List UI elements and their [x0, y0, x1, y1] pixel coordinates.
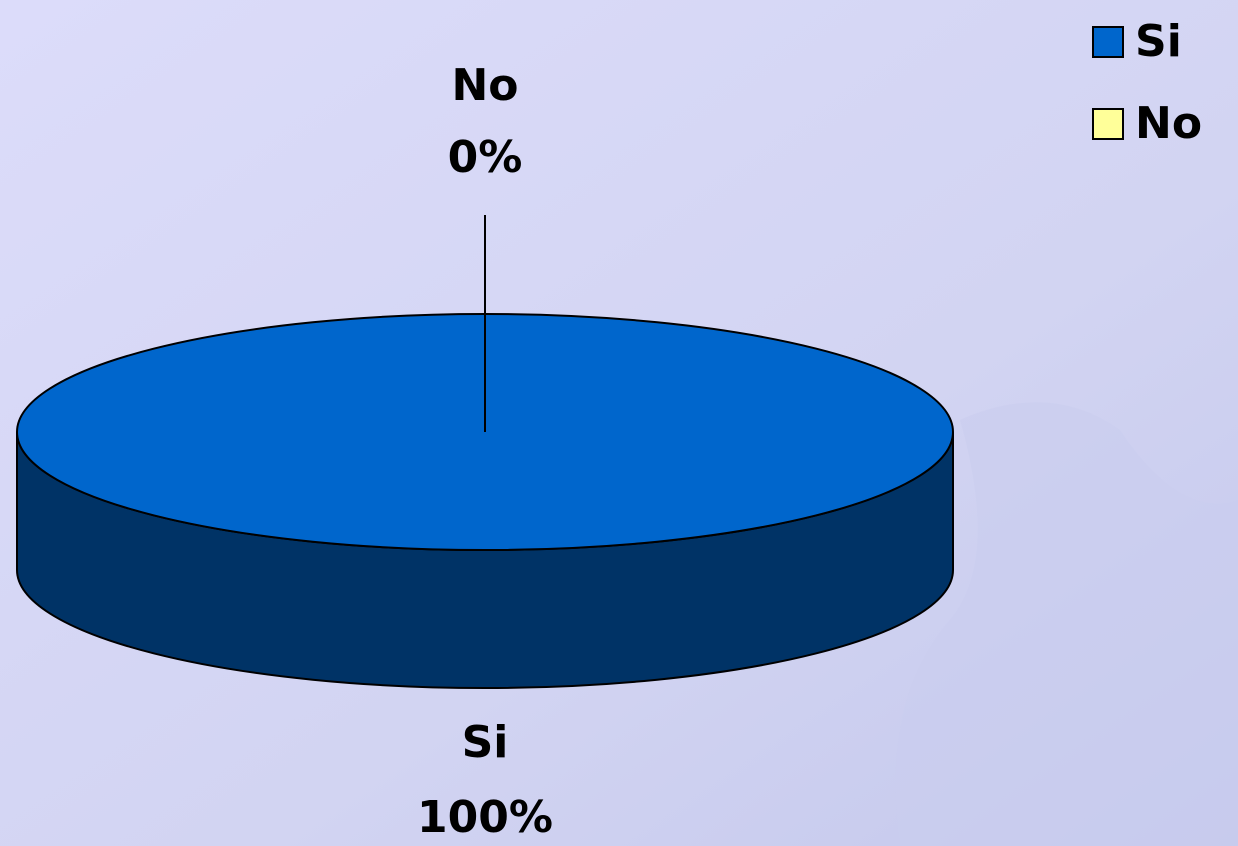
- data-label-name: No: [451, 60, 518, 111]
- legend-swatch: [1092, 26, 1124, 58]
- map-shape: [895, 402, 1238, 846]
- data-label-value: 0%: [448, 132, 523, 183]
- legend-label: Si: [1135, 16, 1182, 67]
- legend-label: No: [1135, 98, 1202, 149]
- data-label-name: Si: [462, 717, 509, 768]
- data-label-value: 100%: [417, 792, 553, 843]
- legend-swatch: [1092, 108, 1124, 140]
